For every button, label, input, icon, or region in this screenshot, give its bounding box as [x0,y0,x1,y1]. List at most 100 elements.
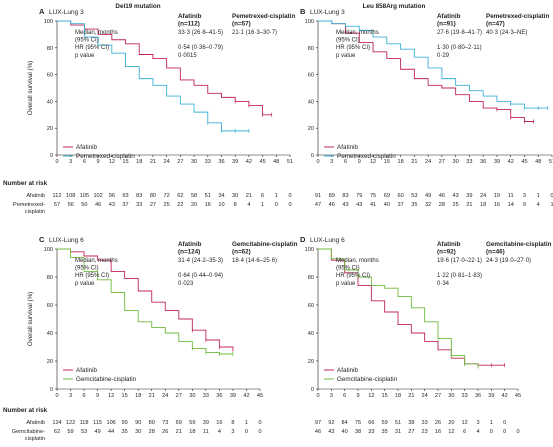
risk-value: 43 [356,202,362,208]
x-tick-label: 0 [316,393,319,399]
x-tick-label: 45 [259,159,265,165]
y-tick-label: 60 [308,73,314,79]
col-header-comparator: (n=57) [232,21,251,28]
x-tick-label: 42 [508,159,514,165]
y-tick-label: 60 [308,303,314,309]
x-tick-label: 12 [370,159,376,165]
y-tick-label: 20 [308,359,314,365]
risk-value: 16 [435,429,441,435]
col-header-comparator: Gemcitabine-cisplatin [486,241,552,248]
risk-value: 18 [480,202,486,208]
risk-value: 30 [135,429,141,435]
risk-value: 59 [189,420,195,426]
stat-value-afatinib: 33·3 (26·8–41·5) [178,30,223,36]
col-header-comparator: Pemetrexed-cisplatin [486,13,549,20]
x-tick-label: 36 [216,393,222,399]
risk-value: 40 [384,202,390,208]
risk-value: 21 [466,202,472,208]
stat-row-label: Median, months [336,258,379,264]
x-tick-label: 0 [316,159,319,165]
risk-value: 90 [135,420,141,426]
risk-value: 122 [66,420,75,426]
y-tick-label: 100 [44,247,53,253]
risk-value: 59 [67,429,73,435]
risk-value: 6 [463,429,466,435]
risk-value: 102 [93,193,102,199]
stat-value-afatinib: 0·34 [437,281,450,287]
risk-row-label: Afatinib [26,420,45,426]
col-header-afatinib: (n=91) [437,21,456,28]
risk-value: 80 [150,193,156,199]
stat-row-label: HR (95% CI) [75,45,109,51]
risk-value: 96 [109,193,115,199]
risk-value: 1 [275,193,278,199]
risk-value: 24 [480,193,486,199]
risk-value: 43 [109,202,115,208]
comparator-curve [318,20,548,109]
x-tick-label: 9 [356,393,359,399]
risk-value: 16 [216,420,222,426]
x-tick-label: 6 [83,393,86,399]
col-header-afatinib: (n=92) [437,249,456,256]
stat-value-afatinib: 1·22 (0·81–1·83) [437,273,482,279]
x-tick-label: 12 [109,159,115,165]
stat-value-comparator: 21·1 (16·3–30·7) [232,30,277,36]
y-tick-label: 100 [44,19,53,25]
stat-row-label: (95% CI) [336,38,360,44]
trial-name: LUX-Lung 3 [49,9,84,16]
risk-value: 12 [448,429,454,435]
x-tick-label: 42 [246,159,252,165]
risk-value: 43 [453,193,459,199]
col-header-afatinib: (n=112) [178,21,200,28]
col-header-comparator: (n=62) [232,249,251,256]
risk-value: 58 [191,193,197,199]
risk-value: 66 [368,420,374,426]
risk-value: 83 [136,193,142,199]
risk-value: 18 [189,429,195,435]
risk-value: 8 [234,202,237,208]
x-tick-label: 33 [205,159,211,165]
stat-row-label: p value [336,281,356,287]
x-tick-label: 27 [177,159,183,165]
x-tick-label: 21 [411,159,417,165]
stat-row-label: HR (95% CI) [336,273,370,279]
risk-value: 57 [54,202,60,208]
risk-value: 37 [397,202,403,208]
y-axis-label: Overall survival (%) [27,292,34,347]
x-tick-label: 45 [521,159,527,165]
stat-row-label: (95% CI) [75,38,99,44]
risk-value: 35 [411,202,417,208]
panel-letter: C [39,235,45,244]
risk-value: 16 [205,202,211,208]
risk-value: 14 [508,202,514,208]
x-tick-label: 39 [488,393,494,399]
comparator-curve [57,20,249,132]
risk-value: 69 [384,193,390,199]
risk-value: 37 [122,202,128,208]
risk-value: 105 [80,193,89,199]
legend-label: Afatinib [337,144,359,151]
risk-value: 3 [231,429,234,435]
risk-value: 73 [162,420,168,426]
x-tick-label: 27 [439,159,445,165]
legend-label: Gemcitabine-cisplatin [337,376,398,383]
col-header-afatinib: Afatinib [437,241,461,248]
risk-value: 56 [68,202,74,208]
stat-row-label: (95% CI) [75,266,99,272]
stat-row-label: p value [336,53,356,59]
risk-value: 3 [523,193,526,199]
col-header-comparator: Pemetrexed-cisplatin [232,13,295,20]
stat-row-label: (95% CI) [336,266,360,272]
risk-value: 9 [523,202,526,208]
panel-letter: D [300,235,306,244]
risk-row-label: Afatinib [26,193,45,199]
risk-row-label: cisplatin [25,209,45,215]
x-tick-label: 36 [475,393,481,399]
risk-value: 35 [382,429,388,435]
risk-value: 38 [408,420,414,426]
risk-value: 20 [448,420,454,426]
